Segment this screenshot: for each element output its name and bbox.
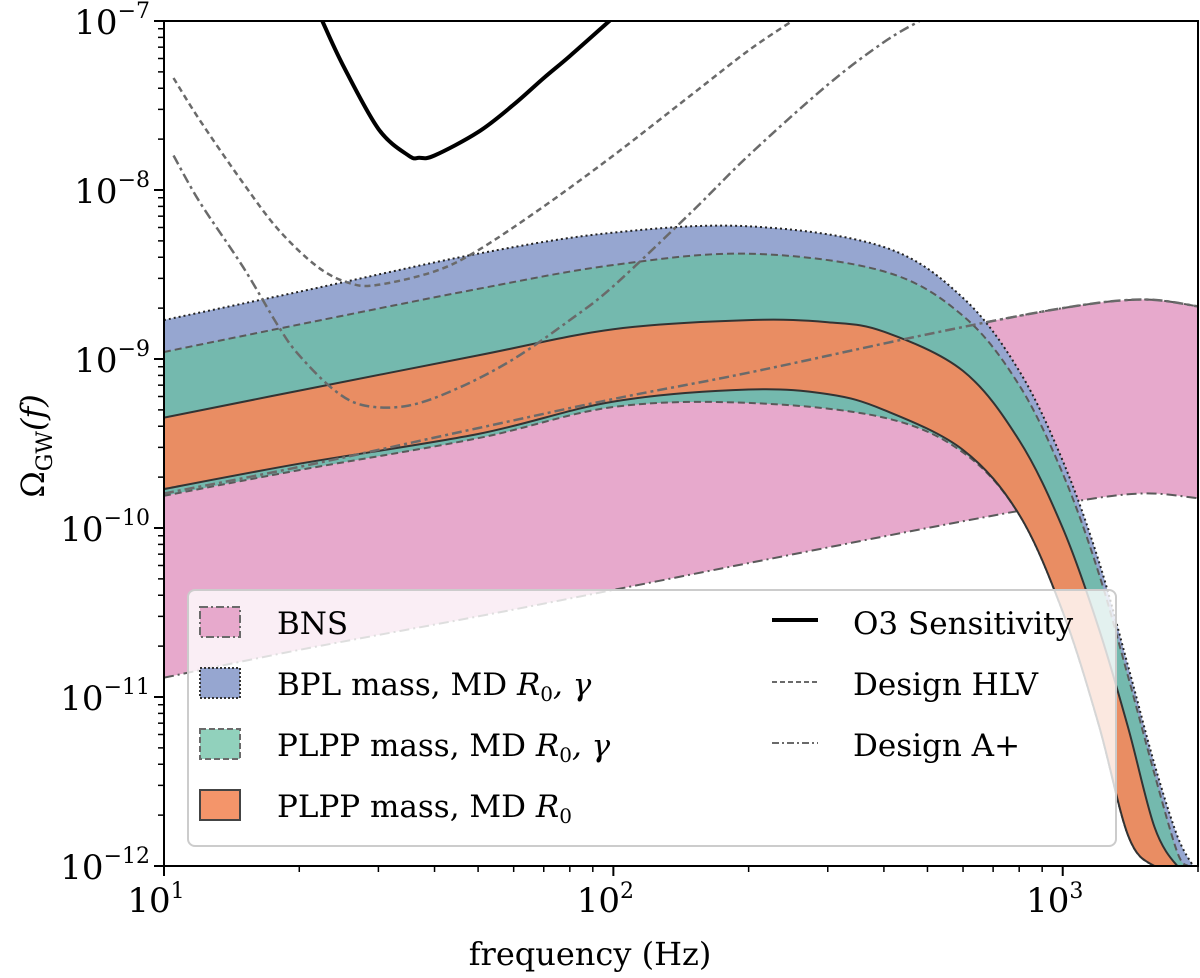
band-edge-lower-plpp-mass-md-r0 — [164, 400, 1188, 866]
x-tick-label: 102 — [577, 879, 634, 921]
x-axis: 101 102 103 — [127, 866, 1199, 921]
bands-layer — [164, 224, 1198, 866]
y-axis-label: ΩGW(f) — [14, 394, 58, 498]
y-label-arg: (f) — [14, 394, 52, 431]
legend-swatch-bpl — [199, 667, 241, 699]
band-edge-lower-bns — [164, 492, 1198, 679]
band-edge-upper-plpp-mass-md-r0 — [164, 318, 1188, 866]
legend-swatch-bns — [199, 606, 241, 638]
band-edge-upper-bpl-mass-md-r0 — [164, 224, 1194, 866]
legend-label-plpp: PLPP mass, MD R0 — [277, 789, 572, 828]
y-tick-label: 10−10 — [60, 506, 150, 550]
legend-label-bpl: BPL mass, MD R0, γ — [277, 667, 592, 706]
band-edge-upper-plpp-mass-md-r0 — [164, 252, 1189, 866]
line-design-hlv — [172, 21, 793, 288]
y-tick-label: 10−8 — [74, 168, 150, 212]
legend: BNS BPL mass, MD R0, γ PLPP mass, MD R0,… — [187, 589, 1117, 847]
legend-label-plpp-gamma: PLPP mass, MD R0, γ — [277, 728, 611, 767]
legend-box — [187, 589, 1117, 847]
line-o3-sensitivity — [320, 21, 613, 161]
y-label-sub: GW — [33, 431, 58, 472]
x-tick-label: 101 — [127, 879, 184, 921]
line-bns-a-overlay-upper — [164, 298, 1198, 495]
lines-layer — [164, 21, 1198, 495]
legend-label-o3: O3 Sensitivity — [853, 606, 1074, 642]
y-tick-label: 10−7 — [74, 0, 150, 43]
y-tick-label: 10−9 — [74, 337, 150, 381]
plot-frame — [163, 20, 1199, 867]
x-tick-label: 103 — [1026, 879, 1083, 921]
legend-label-aplus: Design A+ — [853, 728, 1020, 764]
band-edge-lower-plpp-mass-md-r0 — [164, 388, 1188, 866]
line-design-a — [172, 21, 921, 409]
y-axis: 10−7 10−8 10−9 10−10 10−11 10−12 — [60, 0, 164, 888]
y-tick-label: 10−11 — [60, 675, 150, 719]
legend-label-bns: BNS — [277, 606, 348, 642]
svg-text:ΩGW(f): ΩGW(f) — [14, 394, 58, 498]
y-tick-label: 10−12 — [60, 844, 150, 888]
legend-swatch-plpp-gamma — [199, 728, 241, 760]
legend-label-hlv: Design HLV — [853, 667, 1039, 703]
legend-swatch-plpp — [199, 789, 241, 821]
x-axis-label: frequency (Hz) — [469, 935, 712, 973]
y-label-omega: Ω — [14, 471, 52, 498]
